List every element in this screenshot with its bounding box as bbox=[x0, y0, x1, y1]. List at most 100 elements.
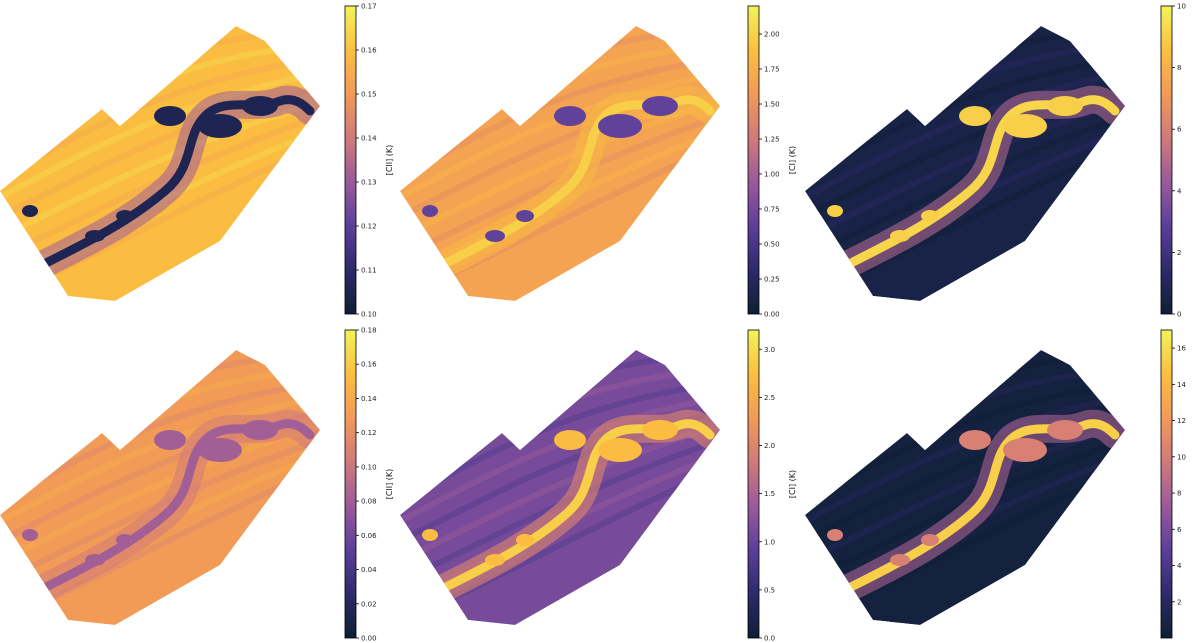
colorbar-tick-label: 0.17 bbox=[361, 3, 377, 11]
emission-clump bbox=[85, 554, 105, 566]
emission-clump bbox=[85, 230, 105, 242]
filament-ridge bbox=[435, 95, 715, 271]
panel-bottom-middle bbox=[400, 350, 720, 625]
colorbar-frame bbox=[344, 5, 357, 315]
map-texture-streak bbox=[37, 0, 340, 20]
colorbar-gradient bbox=[345, 330, 356, 638]
colorbar-label: [CII] (K) bbox=[385, 145, 394, 176]
emission-clump bbox=[554, 430, 586, 450]
filament-ridge bbox=[35, 419, 315, 595]
colorbar-tick-label: 0.16 bbox=[361, 47, 377, 55]
colorbar-gradient bbox=[748, 330, 759, 638]
emission-clump bbox=[516, 534, 534, 546]
filament-ridge bbox=[840, 419, 1120, 595]
filament-ridge bbox=[35, 95, 315, 271]
colorbar-tick-label: 6 bbox=[1177, 126, 1182, 134]
colorbar-tick-label: 2 bbox=[1177, 598, 1181, 606]
colorbar-bottom-left: 0.00 0.02 0.04 0.06 0.08 0.10 0.12 0.14 0.16 0.18… bbox=[344, 327, 394, 643]
colorbar-tick-label: 0.00 bbox=[361, 635, 377, 643]
colorbar-top-left: 0.10 0.11 0.12 0.13 0.14 0.15 0.16 0.17 [CII] (K… bbox=[344, 3, 394, 319]
colorbar-tick-label: 4 bbox=[1177, 562, 1182, 570]
colorbar-label: [CI] (K) bbox=[788, 470, 797, 498]
colorbar-tick-label: 0.08 bbox=[361, 498, 377, 506]
emission-clump bbox=[116, 210, 134, 222]
map-texture-streak bbox=[26, 26, 320, 67]
emission-clump bbox=[921, 534, 939, 546]
colorbar-frame bbox=[747, 329, 760, 639]
map-texture-streak bbox=[835, 26, 1125, 45]
panel-top-left bbox=[0, 0, 340, 301]
colorbar-label: [CII] (K) bbox=[385, 469, 394, 500]
map-texture-streak bbox=[426, 350, 720, 391]
colorbar-tick-label: 0.15 bbox=[361, 91, 377, 99]
colorbar-tick-label: 0.5 bbox=[764, 586, 775, 594]
panel-bottom-left bbox=[0, 350, 320, 625]
emission-clump bbox=[485, 230, 505, 242]
map-texture-streak bbox=[0, 67, 320, 199]
colorbar-tick-label: 0.11 bbox=[361, 267, 377, 275]
colorbar-top-middle: 0.00 0.25 0.50 0.75 1.00 1.25 1.50 1.75 2.00 [CI]… bbox=[747, 5, 797, 319]
emission-clump bbox=[598, 114, 642, 138]
panel-top-middle bbox=[400, 26, 720, 301]
colorbar-top-right: 0246810CO (J=1-0) (K) bbox=[1160, 3, 1186, 319]
colorbar-bottom-middle: 0.0 0.5 1.0 1.5 2.0 2.5 3.0 [CI] (K) bbox=[747, 329, 797, 643]
colorbar-tick-label: 0.10 bbox=[361, 463, 377, 471]
colorbar-tick-label: 2.00 bbox=[764, 31, 780, 39]
map-texture-streak bbox=[805, 67, 1125, 199]
colorbar-tick-label: 16 bbox=[1177, 345, 1186, 353]
map-texture-streak bbox=[400, 67, 720, 199]
colorbar-tick-label: 12 bbox=[1177, 417, 1186, 425]
colorbar-tick-label: 1.75 bbox=[764, 66, 780, 74]
map-texture-streak bbox=[30, 350, 320, 369]
emission-clump bbox=[422, 529, 438, 541]
map-texture-streak bbox=[430, 26, 720, 45]
map-texture-streak bbox=[0, 391, 320, 523]
colorbar-tick-label: 1.5 bbox=[764, 490, 775, 498]
map-texture-streak bbox=[426, 26, 720, 67]
colorbar-tick-label: 2.0 bbox=[764, 442, 775, 450]
colorbar-frame bbox=[344, 329, 357, 639]
panel-bottom-right bbox=[805, 350, 1125, 625]
colorbar-tick-label: 0 bbox=[1177, 311, 1181, 319]
colorbar-tick-label: 0.06 bbox=[361, 532, 377, 540]
colorbar-tick-label: 1.00 bbox=[764, 171, 780, 179]
colorbar-tick-label: 10 bbox=[1177, 3, 1186, 11]
emission-clump bbox=[154, 106, 186, 126]
map-texture-streak bbox=[430, 350, 720, 369]
emission-clump bbox=[827, 529, 843, 541]
emission-clump bbox=[959, 430, 991, 450]
filament-ridge bbox=[840, 95, 1120, 271]
colorbar-tick-label: 0.14 bbox=[361, 395, 377, 403]
colorbar-tick-label: 0.00 bbox=[764, 311, 780, 319]
emission-clump bbox=[22, 529, 38, 541]
emission-clump bbox=[890, 230, 910, 242]
emission-clump bbox=[422, 205, 438, 217]
map-texture-streak bbox=[842, 0, 1145, 20]
colorbar-tick-label: 0.10 bbox=[361, 311, 377, 319]
colorbar-tick-label: 14 bbox=[1177, 381, 1186, 389]
colorbar-tick-label: 0.12 bbox=[361, 223, 377, 231]
colorbar-bottom-right: 246810121416CO (J=1-0) (K) bbox=[1160, 329, 1186, 639]
emission-clump bbox=[642, 96, 678, 116]
emission-clump bbox=[890, 554, 910, 566]
colorbar-frame bbox=[1160, 329, 1173, 639]
map-texture-streak bbox=[26, 350, 320, 391]
emission-clump bbox=[554, 106, 586, 126]
colorbar-tick-label: 0.18 bbox=[361, 327, 377, 335]
emission-clump bbox=[242, 96, 278, 116]
map-texture-streak bbox=[400, 391, 720, 523]
emission-clump bbox=[116, 534, 134, 546]
map-texture-streak bbox=[835, 350, 1125, 369]
colorbar-tick-label: 0.0 bbox=[764, 635, 775, 643]
colorbar-tick-label: 3.0 bbox=[764, 346, 775, 354]
emission-clump bbox=[198, 114, 242, 138]
panel-top-right bbox=[805, 0, 1145, 301]
emission-clump bbox=[242, 420, 278, 440]
emission-clump bbox=[22, 205, 38, 217]
colorbar-tick-label: 1.25 bbox=[764, 136, 780, 144]
colorbar-tick-label: 0.25 bbox=[764, 276, 780, 284]
colorbar-gradient bbox=[1161, 330, 1172, 638]
colorbar-tick-label: 0.16 bbox=[361, 361, 377, 369]
emission-clump bbox=[921, 210, 939, 222]
